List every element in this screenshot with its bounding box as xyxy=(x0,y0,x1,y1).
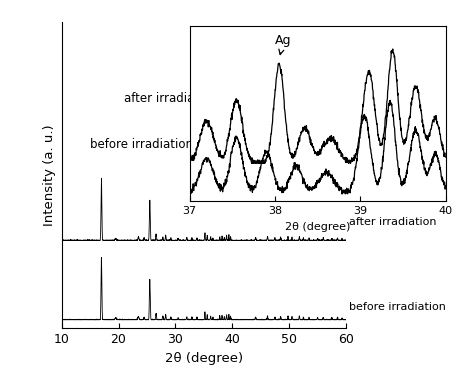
X-axis label: 2θ (degree): 2θ (degree) xyxy=(285,222,350,232)
Text: before irradiation: before irradiation xyxy=(349,302,446,312)
Text: after irradiation: after irradiation xyxy=(124,93,348,105)
Text: before irradiation: before irradiation xyxy=(90,138,348,151)
Text: after irradiation: after irradiation xyxy=(349,217,437,227)
Y-axis label: Intensity (a. u.): Intensity (a. u.) xyxy=(43,125,56,226)
Text: Ag: Ag xyxy=(275,34,292,54)
X-axis label: 2θ (degree): 2θ (degree) xyxy=(165,352,243,365)
